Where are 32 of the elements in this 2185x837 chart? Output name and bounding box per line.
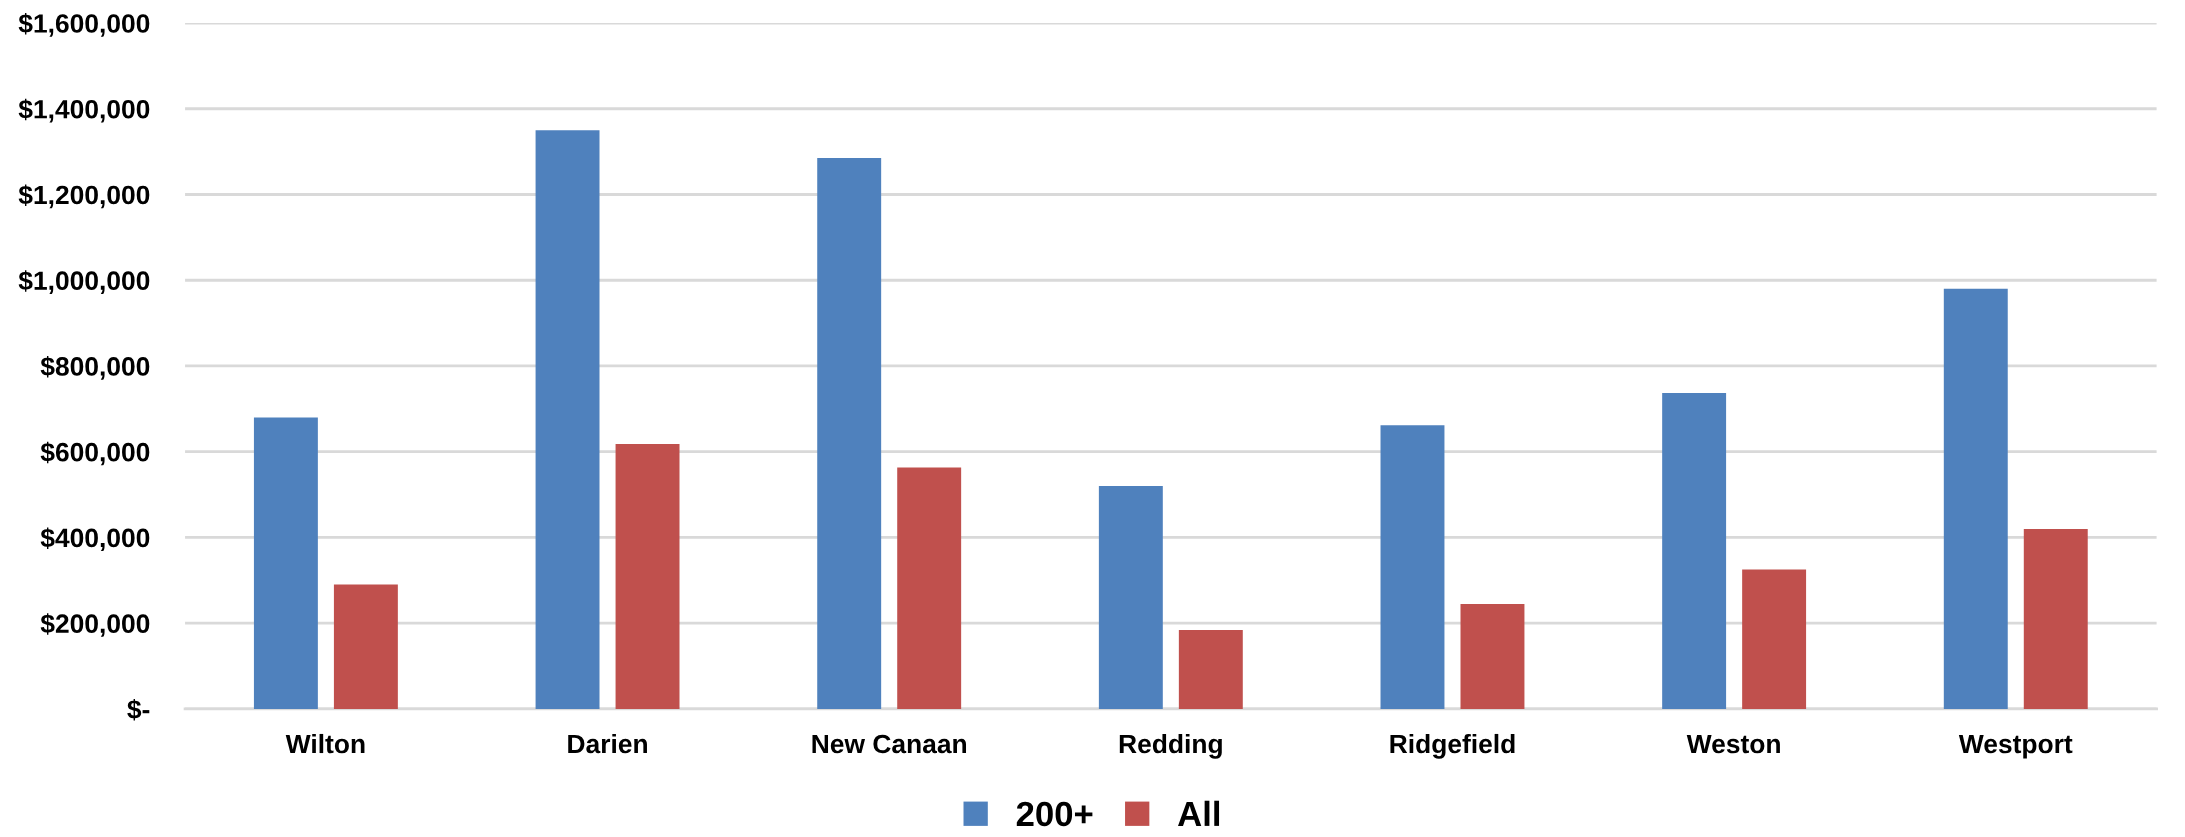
bar: [615, 444, 680, 709]
x-tick-label: Redding: [1119, 733, 1222, 759]
bar: [1098, 486, 1163, 709]
bar: [897, 467, 962, 709]
bar: [333, 584, 398, 709]
x-tick-label: New Canaan: [812, 734, 967, 754]
y-tick-label: $800,000: [40, 355, 150, 380]
bar: [1662, 392, 1727, 709]
legend-label: All: [1177, 800, 1220, 826]
x-tick-label: Westport: [1958, 734, 2073, 759]
bar: [1742, 569, 1807, 709]
bar: [1460, 603, 1525, 709]
y-tick-label: $600,000: [40, 441, 150, 466]
x-tick-label: Weston: [1686, 734, 1780, 754]
bar: [1943, 288, 2008, 709]
y-tick-label: $-: [127, 698, 150, 721]
y-tick-label: $1,200,000: [18, 184, 150, 209]
y-tick-label: $1,000,000: [18, 270, 150, 294]
bar: [253, 417, 318, 709]
x-tick-label: Wilton: [285, 733, 365, 754]
y-tick-label: $1,600,000: [18, 12, 150, 37]
y-tick-label: $1,400,000: [18, 98, 150, 123]
bar: [2023, 528, 2088, 709]
y-tick-label: $200,000: [40, 613, 150, 637]
bar: [1380, 425, 1445, 709]
x-tick-label: Ridgefield: [1390, 733, 1515, 759]
legend-label: 200+: [1016, 801, 1093, 827]
bar: [817, 158, 882, 709]
y-tick-label: $400,000: [40, 527, 150, 552]
x-tick-label: Darien: [568, 733, 647, 754]
bar: [535, 130, 600, 709]
bar: [1178, 630, 1243, 709]
